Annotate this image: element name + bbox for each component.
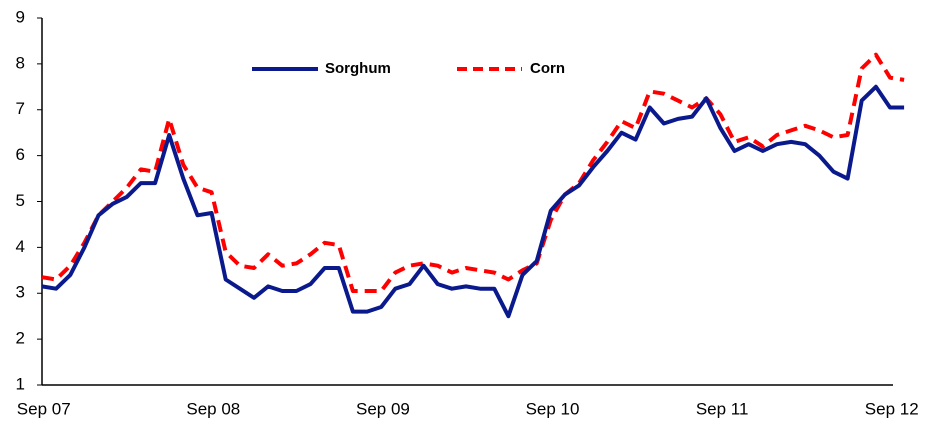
x-tick-label: Sep 10 [526,399,580,418]
x-tick-label: Sep 08 [186,399,240,418]
y-tick-label: 5 [16,191,25,210]
legend-label: Corn [530,60,565,77]
legend-label: Sorghum [325,60,391,77]
x-tick-label: Sep 09 [356,399,410,418]
x-tick-label: Sep 11 [696,399,749,418]
y-tick-label: 6 [16,145,25,164]
y-tick-label: 3 [16,283,25,302]
x-tick-label: Sep 12 [865,399,919,418]
y-tick-label: 7 [16,99,25,118]
series-line [41,52,905,293]
y-tick-label: 8 [16,53,25,72]
y-tick-label: 9 [16,7,25,26]
y-tick-label: 2 [16,329,25,348]
y-tick-label: 1 [16,374,25,393]
x-tick-label: Sep 07 [17,399,71,418]
series-line [41,84,905,319]
y-tick-label: 4 [16,237,25,256]
